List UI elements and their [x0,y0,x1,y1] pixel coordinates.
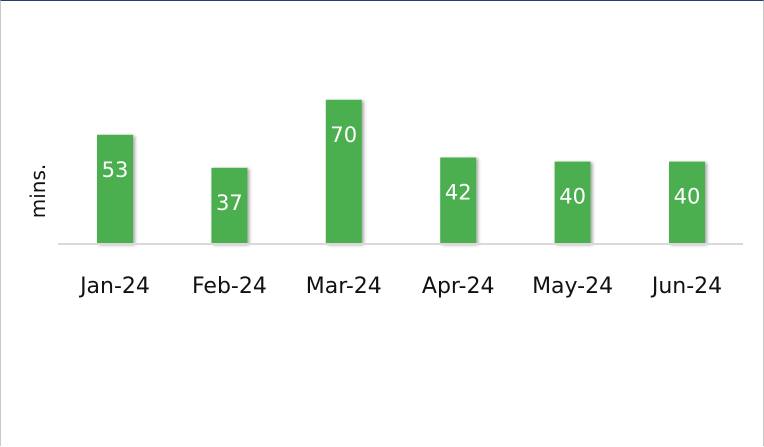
labels-layer: 53 37 70 42 40 40 [102,123,701,215]
x-tick-label-may-24: May-24 [532,274,613,299]
data-label-mar-24: 70 [330,123,357,147]
x-tick-label-apr-24: Apr-24 [422,274,495,299]
data-label-jun-24: 40 [674,185,701,209]
x-tick-label-mar-24: Mar-24 [306,274,382,299]
bar-apr-24 [440,157,477,244]
data-label-may-24: 40 [559,185,586,209]
x-tick-label-feb-24: Feb-24 [192,274,267,299]
bar-jan-24 [97,134,133,244]
x-tick-label-jan-24: Jan-24 [78,274,150,299]
bar-feb-24 [211,167,248,244]
data-label-feb-24: 37 [216,191,243,215]
x-tick-label-jun-24: Jun-24 [650,274,722,299]
bar-mar-24 [325,99,362,244]
bar-jun-24 [669,161,705,244]
y-axis-title: mins. [26,164,50,219]
bars-layer [97,99,705,244]
x-axis-ticks: Jan-24 Feb-24 Mar-24 Apr-24 May-24 Jun-24 [78,274,722,299]
data-label-apr-24: 42 [445,181,472,205]
data-label-jan-24: 53 [102,158,129,182]
bar-may-24 [554,161,591,244]
